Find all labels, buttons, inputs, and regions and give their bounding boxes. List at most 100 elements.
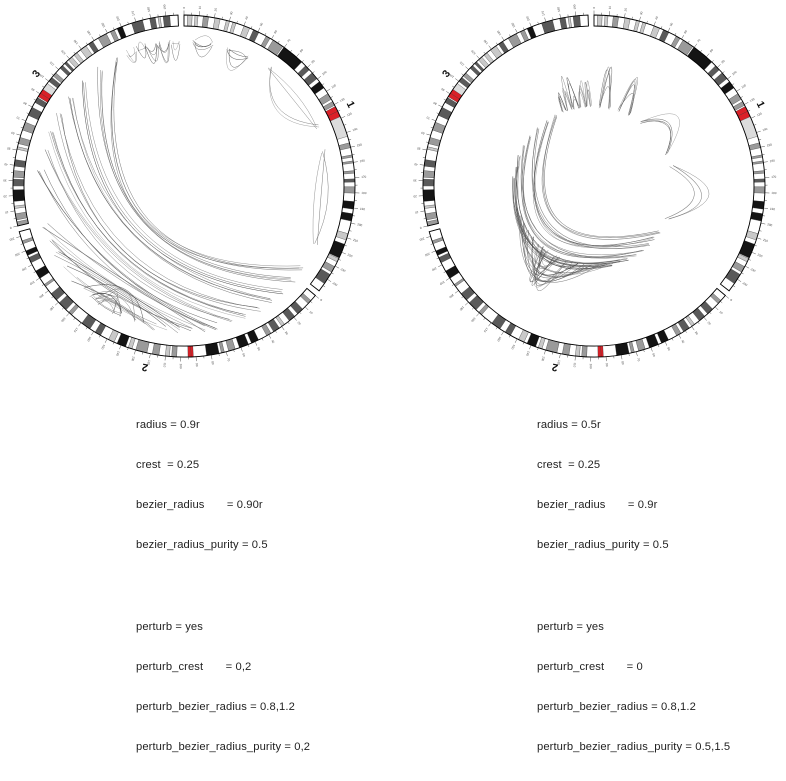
- tick-label: 190: [770, 207, 776, 212]
- tick-label: 180: [771, 191, 776, 195]
- param-line-radius: radius = 0.9r: [136, 419, 310, 432]
- tick-label: 100: [589, 363, 593, 368]
- tick-label: 0: [592, 7, 596, 9]
- tick-label: 100: [179, 363, 183, 368]
- tick-label: 90: [605, 363, 609, 367]
- tick-label: 170: [540, 10, 545, 16]
- tick-label: 230: [340, 267, 347, 273]
- tick-label: 150: [510, 344, 516, 351]
- tick-label: 0: [9, 226, 12, 230]
- tick-label: 100: [321, 70, 328, 76]
- tick-label: 80: [709, 48, 714, 53]
- tick-label: 40: [244, 15, 249, 20]
- tick-label: 140: [762, 127, 768, 132]
- tick-label: 10: [5, 210, 9, 214]
- param-line-perturb-bezier-purity: perturb_bezier_radius_purity = 0,2: [136, 741, 310, 754]
- tick-label: 40: [270, 339, 275, 344]
- parameter-block-left: radius = 0.9r crest = 0.25 bezier_radius…: [136, 392, 310, 781]
- tick-label: 180: [556, 6, 561, 12]
- param-line-radius: radius = 0.5r: [537, 419, 730, 432]
- tick-label: 130: [756, 111, 762, 117]
- param-line-crest: crest = 0.25: [136, 459, 310, 472]
- tick-label: 90: [195, 363, 199, 367]
- tick-label: 210: [439, 280, 446, 286]
- tick-label: 150: [356, 142, 362, 147]
- param-line-bezier-radius: bezier_radius = 0.9r: [537, 499, 730, 512]
- tick-label: 60: [241, 353, 246, 358]
- tick-label: 130: [540, 356, 545, 362]
- tick-label: 190: [459, 305, 466, 312]
- tick-label: 130: [73, 39, 79, 46]
- tick-label: 80: [299, 48, 304, 53]
- link-bundle: [38, 36, 329, 333]
- tick-label: 160: [769, 158, 775, 163]
- param-line-perturb-bezier-purity: perturb_bezier_radius_purity = 0.5,1.5: [537, 741, 730, 754]
- tick-label: 40: [414, 162, 418, 166]
- tick-label: 240: [332, 281, 339, 287]
- tick-label: 40: [654, 15, 659, 20]
- tick-label: 170: [73, 327, 79, 334]
- ideogram-chr-2: [429, 229, 725, 357]
- tick-label: 80: [621, 361, 626, 365]
- tick-label: 10: [308, 310, 313, 315]
- tick-label: 70: [426, 115, 431, 120]
- tick-label: 70: [696, 38, 701, 43]
- tick-label: 190: [49, 305, 56, 312]
- tick-label: 0: [729, 298, 733, 302]
- tick-label: 140: [115, 350, 121, 356]
- tick-label: 180: [470, 316, 477, 323]
- param-group-gap: [537, 580, 730, 594]
- tick-label: 30: [694, 330, 699, 335]
- tick-label: 110: [49, 60, 55, 66]
- tick-label: 220: [347, 253, 353, 259]
- tick-label: 40: [680, 339, 685, 344]
- tick-label: 0: [419, 226, 422, 230]
- tick-label: 170: [771, 175, 777, 179]
- tick-label: 100: [731, 70, 738, 76]
- tick-label: 0: [319, 298, 323, 302]
- tick-label: 230: [750, 267, 757, 273]
- tick-label: 50: [416, 146, 420, 151]
- tick-label: 210: [763, 238, 769, 243]
- tick-label: 10: [608, 5, 612, 9]
- tick-label: 210: [29, 280, 36, 286]
- tick-label: 120: [749, 97, 756, 103]
- tick-label: 240: [742, 281, 749, 287]
- tick-label: 140: [352, 127, 358, 132]
- tick-label: 20: [297, 321, 302, 326]
- tick-label: 190: [162, 4, 167, 10]
- tick-label: 80: [432, 101, 437, 106]
- tick-label: 160: [86, 336, 92, 343]
- param-line-bezier-radius: bezier_radius = 0.90r: [136, 499, 310, 512]
- tick-label: 130: [346, 111, 352, 117]
- tick-label: 150: [766, 142, 772, 147]
- tick-label: 230: [14, 252, 20, 258]
- tick-label: 160: [115, 15, 121, 21]
- tick-label: 70: [286, 38, 291, 43]
- param-line-bezier-purity: bezier_radius_purity = 0.5: [537, 539, 730, 552]
- tick-label: 40: [4, 162, 8, 166]
- param-line-perturb: perturb = yes: [537, 621, 730, 634]
- tick-label: 50: [6, 146, 10, 151]
- param-group-gap: [136, 580, 310, 594]
- tick-label: 150: [100, 344, 106, 351]
- ideogram-chr-3: [13, 15, 178, 226]
- tick-label: 110: [741, 83, 747, 89]
- ideogram-chr-1: [184, 15, 355, 291]
- tick-label: 0: [182, 7, 186, 9]
- tick-label: 180: [361, 191, 366, 195]
- tick-label: 30: [413, 178, 417, 182]
- param-line-perturb-bezier-radius: perturb_bezier_radius = 0.8,1.2: [537, 701, 730, 714]
- tick-label: 140: [525, 350, 531, 356]
- tick-label: 130: [483, 39, 489, 46]
- tick-label: 10: [198, 5, 202, 9]
- tick-label: 60: [273, 29, 278, 34]
- tick-label: 240: [9, 237, 15, 242]
- tick-label: 220: [757, 253, 763, 259]
- tick-label: 20: [707, 321, 712, 326]
- tick-label: 10: [718, 310, 723, 315]
- tick-label: 70: [16, 115, 21, 120]
- tick-label: 220: [21, 266, 28, 272]
